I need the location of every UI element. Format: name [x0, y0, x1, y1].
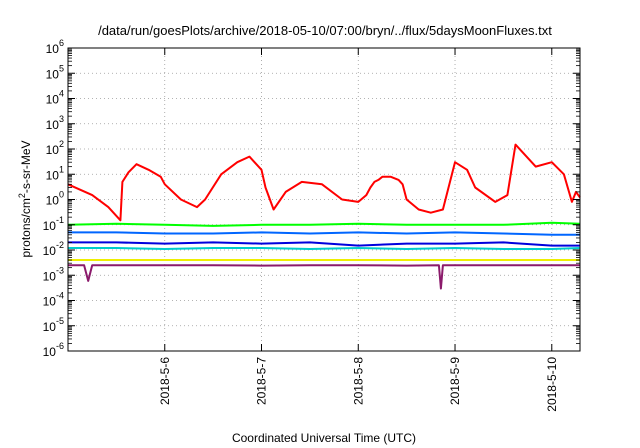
y-tick-label: 10-2 — [43, 240, 64, 258]
x-tick-label: 2018-5-9 — [448, 357, 462, 405]
plot-frame — [67, 47, 581, 352]
y-tick-label: 10-5 — [43, 316, 64, 334]
y-tick-label: 104 — [46, 89, 64, 107]
series-line-0 — [67, 143, 581, 222]
grid — [68, 48, 580, 351]
y-axis-title: protons/cm2-s-sr-MeV — [17, 140, 33, 257]
y-tick-label: 105 — [46, 63, 64, 81]
y-tick-label: 10-1 — [43, 215, 64, 233]
y-axis-title-main: protons/cm — [19, 198, 33, 257]
series-line-6 — [68, 264, 580, 290]
y-tick-label: 10-3 — [43, 265, 64, 283]
series-line-2 — [68, 231, 580, 236]
y-tick-label: 103 — [46, 114, 64, 132]
series-line-4 — [68, 241, 580, 247]
axes: 10-6 10-5 10-4 10-3 10-2 10-1 100 101 102 103 104 1… — [43, 38, 581, 412]
y-tick-label: 100 — [46, 190, 64, 208]
x-tick-label: 2018-5-10 — [545, 357, 559, 412]
y-axis-title-superscript: 2 — [17, 193, 27, 198]
y-tick-label: 101 — [46, 164, 64, 182]
y-tick-label: 10-4 — [43, 291, 64, 309]
y-tick-label: 10-6 — [43, 341, 64, 359]
x-tick-label: 2018-5-8 — [351, 357, 365, 405]
chart-title: /data/run/goesPlots/archive/2018-05-10/0… — [98, 23, 552, 38]
x-tick-label: 2018-5-6 — [158, 357, 172, 405]
y-axis-title-unit: -s-sr-MeV — [19, 140, 33, 193]
data-series — [67, 143, 581, 290]
series-line-3 — [68, 247, 581, 250]
series-line-1 — [67, 221, 581, 227]
y-tick-label: 106 — [46, 38, 64, 56]
x-axis-title: Coordinated Universal Time (UTC) — [232, 431, 416, 445]
x-tick-label: 2018-5-7 — [255, 357, 269, 405]
y-tick-label: 102 — [46, 139, 64, 157]
